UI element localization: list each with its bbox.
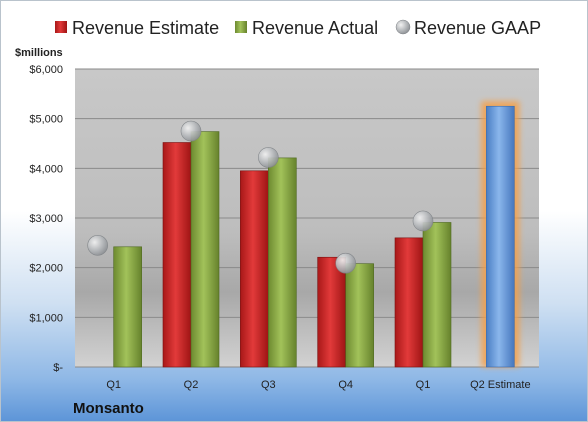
- bar-revenue-actual: [268, 157, 297, 368]
- x-tick-label: Q1: [416, 379, 431, 391]
- legend-swatch: [55, 21, 67, 33]
- legend-label: Revenue GAAP: [414, 18, 541, 38]
- legend-swatch: [395, 19, 411, 35]
- x-tick-label: Q2 Estimate: [470, 379, 531, 391]
- gaap-marker: [335, 252, 356, 274]
- legend: Revenue Estimate Revenue Actual Revenue GA…: [55, 18, 541, 38]
- bar-revenue-estimate: [240, 170, 269, 368]
- x-tick-label: Q4: [338, 379, 353, 391]
- bar-revenue-estimate: [486, 105, 515, 368]
- y-tick-label: $3,000: [29, 213, 63, 225]
- bar-revenue-actual: [190, 131, 220, 368]
- y-tick-label: $4,000: [29, 163, 63, 175]
- y-axis-ticks: $- $1,000 $2,000 $3,000 $4,000 $5,000 $6,000: [29, 64, 63, 374]
- company-name: Monsanto: [73, 400, 144, 417]
- bar-revenue-estimate: [317, 256, 346, 368]
- bar-revenue-estimate: [162, 142, 192, 368]
- gaap-marker: [87, 235, 108, 256]
- bars: [113, 101, 520, 368]
- x-axis-ticks: Q1 Q2 Q3 Q4 Q1 Q2 Estimate: [106, 379, 530, 391]
- x-tick-label: Q3: [261, 379, 276, 391]
- gaap-markers: [87, 120, 434, 274]
- x-tick-label: Q1: [106, 379, 121, 391]
- y-tick-label: $5,000: [29, 114, 63, 126]
- legend-label: Revenue Estimate: [72, 18, 219, 38]
- gaap-marker: [180, 120, 202, 142]
- bar-revenue-actual: [422, 222, 452, 368]
- bar-revenue-actual: [345, 263, 374, 368]
- gridlines: [75, 68, 539, 368]
- y-tick-label: $2,000: [29, 263, 63, 275]
- y-tick-label: $1,000: [29, 312, 63, 324]
- legend-swatch: [235, 21, 247, 33]
- bar-revenue-actual: [113, 246, 142, 368]
- gaap-marker: [258, 147, 279, 168]
- y-unit-label: $millions: [15, 47, 63, 59]
- y-tick-label: $6,000: [29, 64, 63, 76]
- y-tick-label: $-: [53, 362, 63, 374]
- x-tick-label: Q2: [184, 379, 199, 391]
- legend-label: Revenue Actual: [252, 18, 378, 38]
- bar-revenue-estimate: [394, 237, 424, 368]
- gaap-marker: [412, 210, 434, 232]
